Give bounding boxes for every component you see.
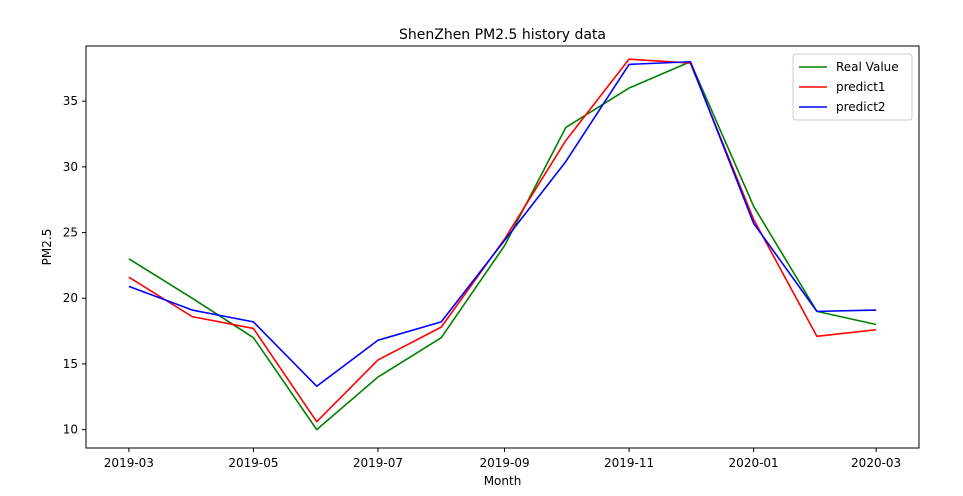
y-axis-label: PM2.5 bbox=[40, 229, 54, 266]
x-axis-label: Month bbox=[484, 474, 522, 488]
x-tick-label: 2019-11 bbox=[604, 456, 654, 470]
y-tick-label: 30 bbox=[63, 160, 78, 174]
y-tick-label: 10 bbox=[63, 423, 78, 437]
y-tick-label: 15 bbox=[63, 357, 78, 371]
x-tick-label: 2019-09 bbox=[479, 456, 529, 470]
x-tick-label: 2019-03 bbox=[104, 456, 154, 470]
x-tick-label: 2020-01 bbox=[729, 456, 779, 470]
y-tick-label: 25 bbox=[63, 226, 78, 240]
x-tick-label: 2019-05 bbox=[228, 456, 278, 470]
series-group bbox=[128, 58, 877, 431]
y-tick-label: 35 bbox=[63, 94, 78, 108]
chart-title: ShenZhen PM2.5 history data bbox=[399, 27, 606, 43]
legend-box bbox=[792, 53, 913, 121]
x-axis: 2019-03 2019-05 2019-07 2019-09 2019-11 2020-… bbox=[104, 448, 901, 470]
y-axis: 10 15 20 25 30 35 bbox=[63, 94, 86, 437]
legend: Real Value predict1 predict2 bbox=[792, 53, 913, 121]
series-line-1 bbox=[128, 58, 877, 423]
plot-area bbox=[85, 45, 920, 449]
legend-label-2: predict2 bbox=[836, 100, 886, 114]
x-tick-label: 2020-03 bbox=[851, 456, 901, 470]
series-line-2 bbox=[128, 60, 877, 388]
legend-label-0: Real Value bbox=[836, 60, 899, 74]
legend-label-1: predict1 bbox=[836, 80, 886, 94]
series-line-0 bbox=[128, 60, 877, 431]
y-tick-label: 20 bbox=[63, 291, 78, 305]
x-tick-label: 2019-07 bbox=[353, 456, 403, 470]
